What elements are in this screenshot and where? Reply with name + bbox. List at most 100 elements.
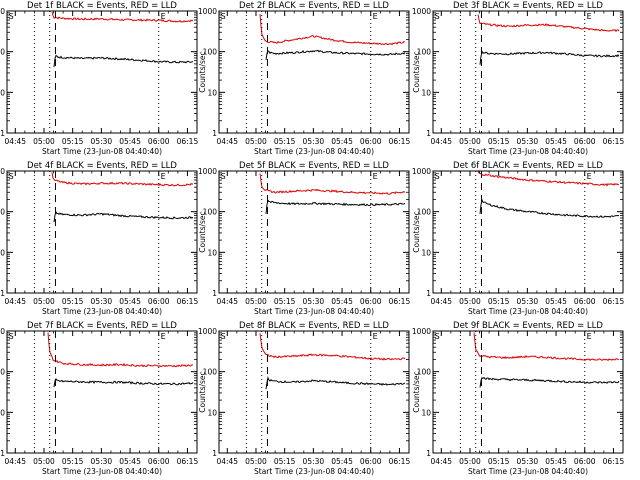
series-line-events — [265, 376, 406, 390]
chart-panel-3: Det 3f BLACK = Events, RED = LLD S E 1 10 100… — [412, 1, 625, 156]
y-axis-label: Counts/sec — [198, 51, 207, 92]
x-tick-label: 04:45 — [4, 457, 26, 466]
y-tick-label: 1 — [0, 289, 5, 298]
chart-title: Det 6f BLACK = Events, RED = LLD — [453, 161, 603, 171]
chart-title: Det 5f BLACK = Events, RED = LLD — [239, 161, 389, 171]
start-mark-label: S — [435, 172, 440, 181]
chart-panel-6: Det 6f BLACK = Events, RED = LLD S E 1 10 100… — [412, 161, 625, 316]
y-tick-label: 1000 — [198, 327, 217, 336]
x-tick-label: 05:00 — [245, 297, 267, 306]
y-tick-label: 10 — [207, 88, 217, 97]
x-tick-label: 05:45 — [119, 297, 141, 306]
x-axis-label: Start Time (23-Jun-08 04:40:40) — [468, 147, 588, 156]
x-tick-label: 04:45 — [4, 297, 26, 306]
x-tick-label: 05:15 — [62, 457, 84, 466]
chart-title: Det 4f BLACK = Events, RED = LLD — [27, 161, 177, 171]
x-tick-label: 05:15 — [488, 297, 510, 306]
x-tick-label: 05:00 — [459, 297, 481, 306]
y-tick-label: 100 — [203, 208, 218, 217]
chart-title: Det 1f BLACK = Events, RED = LLD — [27, 1, 177, 11]
x-tick-label: 05:30 — [91, 137, 113, 146]
start-mark-label: S — [221, 172, 226, 181]
x-tick-label: 04:45 — [216, 297, 238, 306]
chart-panel-9: Det 9f BLACK = Events, RED = LLD S E 1 10 100… — [412, 321, 625, 476]
x-tick-label: 06:15 — [177, 457, 199, 466]
end-mark-label: E — [373, 172, 378, 181]
x-tick-label: 06:00 — [574, 297, 596, 306]
x-tick-label: 05:30 — [91, 457, 113, 466]
x-tick-label: 05:45 — [331, 137, 353, 146]
y-tick-label: 1 — [212, 129, 217, 138]
x-tick-label: 06:00 — [360, 457, 382, 466]
y-tick-label: 1000 — [0, 327, 5, 336]
x-tick-label: 06:15 — [603, 137, 625, 146]
y-tick-label: 100 — [0, 368, 5, 377]
x-tick-label: 06:15 — [389, 457, 411, 466]
x-tick-label: 06:15 — [177, 137, 199, 146]
x-tick-label: 06:15 — [603, 297, 625, 306]
y-axis-label: Counts/sec — [198, 211, 207, 252]
series-line-events — [479, 376, 620, 388]
x-tick-label: 05:15 — [488, 457, 510, 466]
x-axis-label: Start Time (23-Jun-08 04:40:40) — [254, 307, 374, 316]
y-tick-label: 1 — [426, 129, 431, 138]
series-line-lld — [259, 173, 406, 195]
start-mark-label: S — [221, 332, 226, 341]
x-tick-label: 05:00 — [33, 457, 55, 466]
plot-frame — [432, 170, 624, 294]
end-mark-label: E — [587, 172, 592, 181]
series-line-lld — [473, 332, 620, 362]
x-tick-label: 05:00 — [245, 137, 267, 146]
start-mark-label: S — [9, 12, 14, 21]
x-tick-label: 05:15 — [274, 137, 296, 146]
x-tick-label: 05:00 — [459, 137, 481, 146]
x-tick-label: 05:30 — [517, 297, 539, 306]
y-tick-label: 10 — [0, 88, 5, 97]
start-mark-label: S — [435, 12, 440, 21]
series-line-lld — [51, 12, 194, 23]
y-tick-label: 100 — [0, 48, 5, 57]
x-axis-label: Start Time (23-Jun-08 04:40:40) — [42, 147, 162, 156]
x-tick-label: 04:45 — [216, 137, 238, 146]
x-tick-label: 04:45 — [430, 297, 452, 306]
y-axis-label: Counts/sec — [412, 371, 421, 412]
end-mark-label: E — [373, 12, 378, 21]
x-tick-label: 06:15 — [389, 137, 411, 146]
chart-panel-2: Det 2f BLACK = Events, RED = LLD S E 1 10 100… — [198, 1, 411, 156]
x-tick-label: 06:00 — [574, 137, 596, 146]
x-tick-label: 06:00 — [574, 457, 596, 466]
x-tick-label: 05:15 — [488, 137, 510, 146]
series-line-lld — [259, 14, 406, 46]
x-axis-label: Start Time (23-Jun-08 04:40:40) — [254, 467, 374, 476]
x-tick-label: 06:15 — [389, 297, 411, 306]
y-tick-label: 1000 — [412, 7, 431, 16]
series-line-lld — [477, 171, 620, 187]
x-tick-label: 06:00 — [148, 297, 170, 306]
chart-panel-7: Det 7f BLACK = Events, RED = LLD S E 1 10 100… — [0, 321, 198, 476]
y-tick-label: 1 — [0, 129, 5, 138]
y-axis-label: Counts/sec — [412, 51, 421, 92]
x-tick-label: 05:45 — [331, 457, 353, 466]
x-tick-label: 05:45 — [119, 137, 141, 146]
chart-panel-1: Det 1f BLACK = Events, RED = LLD S E 1 10 100… — [0, 1, 198, 156]
x-axis-label: Start Time (23-Jun-08 04:40:40) — [468, 467, 588, 476]
plot-frame — [6, 170, 198, 294]
series-line-lld — [477, 14, 620, 33]
series-line-events — [53, 54, 193, 68]
y-tick-label: 100 — [203, 368, 218, 377]
end-mark-label: E — [373, 332, 378, 341]
x-tick-label: 06:15 — [177, 297, 199, 306]
x-tick-label: 05:45 — [545, 457, 567, 466]
chart-panel-4: Det 4f BLACK = Events, RED = LLD S E 1 10 100… — [0, 161, 198, 316]
plot-frame — [432, 10, 624, 134]
start-mark-label: S — [435, 332, 440, 341]
x-tick-label: 05:15 — [274, 457, 296, 466]
x-tick-label: 05:30 — [303, 457, 325, 466]
series-line-lld — [47, 332, 194, 368]
y-tick-label: 10 — [421, 248, 431, 257]
x-tick-label: 06:00 — [148, 137, 170, 146]
y-tick-label: 1000 — [198, 7, 217, 16]
y-tick-label: 1000 — [412, 327, 431, 336]
y-tick-label: 1 — [426, 289, 431, 298]
x-axis-label: Start Time (23-Jun-08 04:40:40) — [254, 147, 374, 156]
